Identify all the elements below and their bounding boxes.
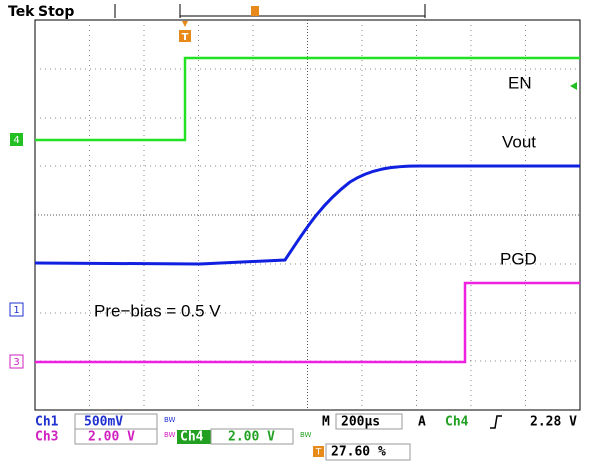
channel-scale: 500mV <box>84 415 123 430</box>
vout-trace <box>34 164 580 266</box>
trace-label: EN <box>508 73 532 92</box>
trigger-channel: Ch4 <box>445 415 469 430</box>
pgd-trace <box>35 281 580 364</box>
channel-label: Ch1 <box>35 415 59 430</box>
channel-highlight <box>177 430 211 444</box>
channel-marker-label: 3 <box>13 357 19 368</box>
readout-box <box>335 413 403 430</box>
edge-icon <box>490 415 502 429</box>
readout-box <box>325 443 411 461</box>
channel-scale: 2.00 V <box>228 430 275 445</box>
trigger-marker-label: T <box>182 32 189 43</box>
channel-marker-label: 4 <box>13 135 19 146</box>
graticule <box>34 19 581 411</box>
channel-label: Ch4 <box>180 430 204 445</box>
channel-scale: 2.00 V <box>88 430 135 445</box>
bw-indicator: BW <box>300 431 312 439</box>
channel-marker-label: 1 <box>13 305 19 316</box>
bw-indicator: BW <box>164 431 176 439</box>
readout-box <box>210 428 294 445</box>
brand: Tek <box>8 4 35 20</box>
bw-indicator: BW <box>164 416 176 424</box>
trigger-level-arrow <box>570 82 577 90</box>
trace-label: Vout <box>502 132 536 151</box>
trigger-marker <box>179 30 191 42</box>
channel-marker <box>9 302 24 317</box>
trigger-arrow <box>182 21 188 27</box>
a-label: A <box>418 415 426 430</box>
m-label: M <box>322 415 330 430</box>
trigger-position: 27.60 % <box>331 445 386 460</box>
position-icon <box>313 446 324 457</box>
position-icon-label: T <box>315 448 322 458</box>
channel-marker <box>9 354 24 369</box>
timebase: 200µs <box>341 415 380 430</box>
trigger-level: 2.28 V <box>530 415 577 430</box>
channel-label: Ch3 <box>35 430 58 445</box>
channel-marker <box>10 133 23 146</box>
trace-label: PGD <box>500 249 537 268</box>
readout-box <box>74 428 158 445</box>
en-trace <box>35 56 580 142</box>
status: Stop <box>38 4 74 20</box>
record-position <box>251 6 259 16</box>
annotation: Pre−bias = 0.5 V <box>94 301 221 320</box>
